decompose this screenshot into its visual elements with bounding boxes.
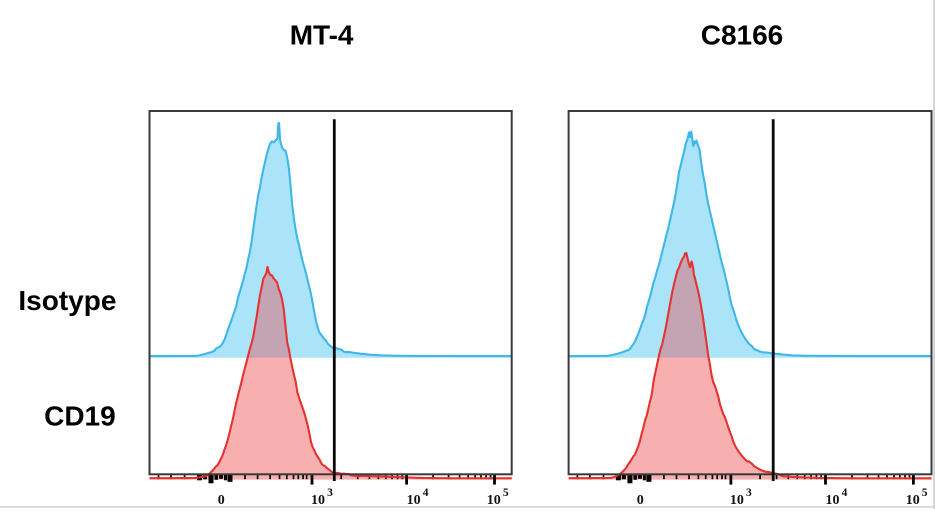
- svg-text:10: 10: [407, 493, 421, 508]
- svg-text:10: 10: [826, 493, 840, 508]
- svg-text:MT-4: MT-4: [290, 20, 354, 51]
- svg-text:4: 4: [423, 487, 429, 499]
- svg-text:5: 5: [922, 487, 928, 499]
- svg-text:4: 4: [842, 487, 848, 499]
- svg-text:3: 3: [327, 487, 333, 499]
- svg-text:10: 10: [487, 493, 501, 508]
- svg-text:CD19: CD19: [44, 401, 116, 432]
- svg-text:Isotype: Isotype: [18, 285, 116, 316]
- svg-text:10: 10: [730, 493, 744, 508]
- svg-text:10: 10: [906, 493, 920, 508]
- svg-text:5: 5: [503, 487, 509, 499]
- svg-text:0: 0: [637, 493, 644, 508]
- svg-text:3: 3: [746, 487, 752, 499]
- svg-text:10: 10: [311, 493, 325, 508]
- svg-text:0: 0: [218, 493, 225, 508]
- svg-text:C8166: C8166: [701, 20, 784, 51]
